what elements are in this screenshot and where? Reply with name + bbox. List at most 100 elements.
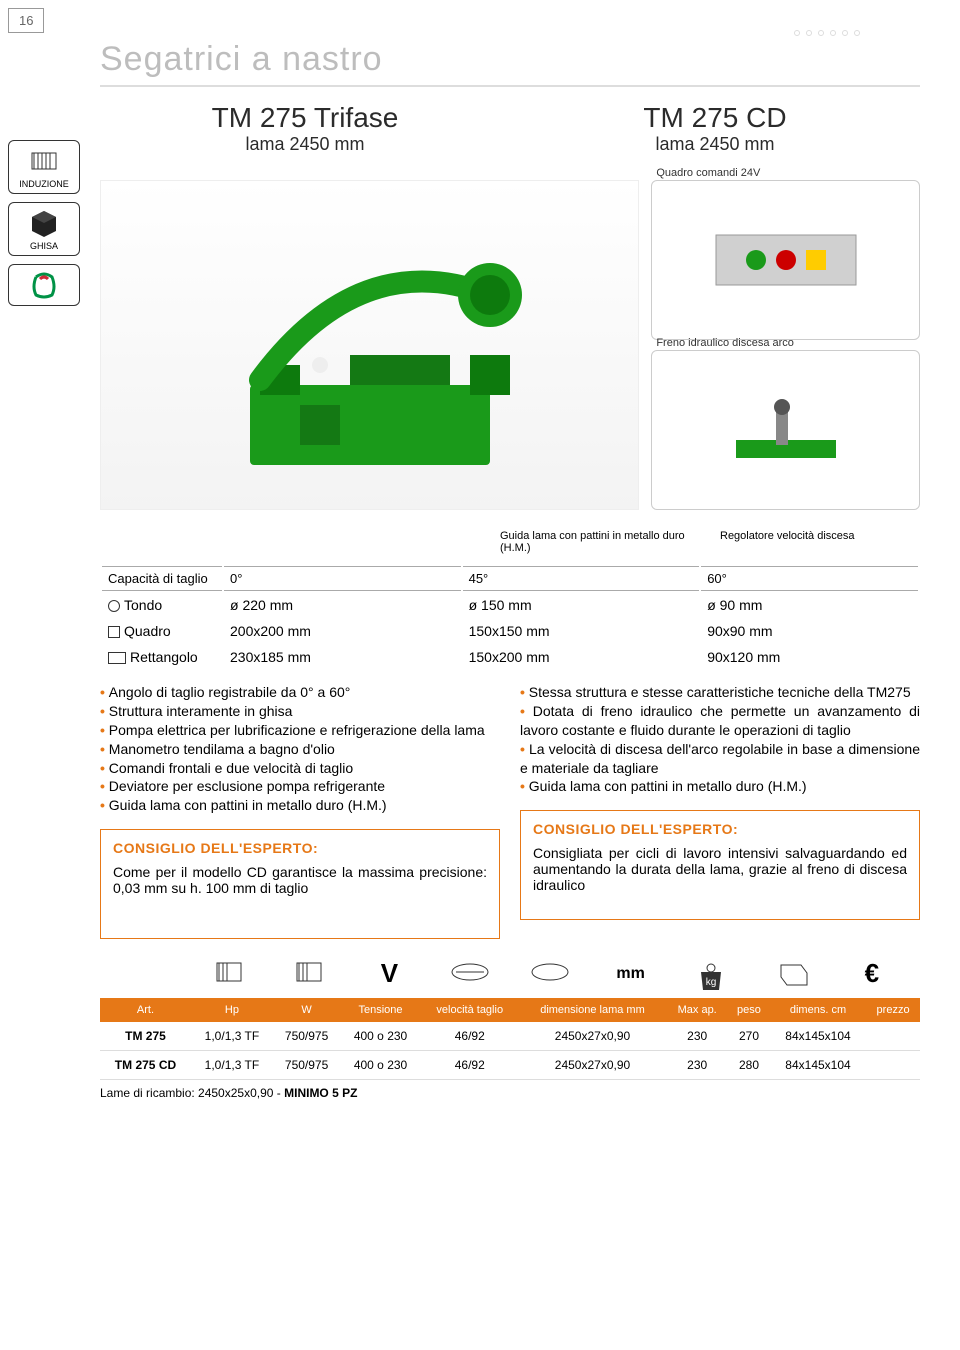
expert-text-left: Come per il modello CD garantisce la mas… bbox=[113, 864, 487, 896]
spec-th: dimens. cm bbox=[770, 998, 866, 1022]
page-number: 16 bbox=[8, 8, 44, 33]
cap-cell: ø 220 mm bbox=[224, 593, 461, 617]
euro-icon: € bbox=[832, 958, 912, 989]
bullet-item: Guida lama con pattini in metallo duro (… bbox=[520, 777, 920, 796]
spec-th: velocità taglio bbox=[421, 998, 519, 1022]
bullet-item: Guida lama con pattini in metallo duro (… bbox=[100, 796, 500, 815]
spec-td: 2450x27x0,90 bbox=[519, 1051, 667, 1080]
spec-td: 230 bbox=[666, 1051, 728, 1080]
small-captions-row: Guida lama con pattini in metallo duro (… bbox=[100, 530, 920, 554]
blade-icon bbox=[528, 955, 572, 989]
cap-cell: ø 150 mm bbox=[463, 593, 700, 617]
speed-icon bbox=[448, 955, 492, 989]
spec-td: 1,0/1,3 TF bbox=[191, 1051, 273, 1080]
bullet-item: Pompa elettrica per lubrificazione e ref… bbox=[100, 721, 500, 740]
badge-ghisa: GHISA bbox=[8, 202, 80, 256]
brake-caption: Freno idraulico discesa arco bbox=[656, 337, 794, 349]
bullet-item: Struttura interamente in ghisa bbox=[100, 702, 500, 721]
bandsaw-illustration bbox=[190, 205, 550, 485]
cap-cell: 150x150 mm bbox=[463, 619, 700, 643]
spec-th: W bbox=[273, 998, 340, 1022]
spec-th: peso bbox=[728, 998, 770, 1022]
cap-row-shape: Rettangolo bbox=[130, 649, 198, 665]
hydraulic-brake-icon bbox=[706, 395, 866, 465]
spec-td: 46/92 bbox=[421, 1051, 519, 1080]
bullet-item: La velocità di discesa dell'arco regolab… bbox=[520, 740, 920, 778]
spec-th: dimensione lama mm bbox=[519, 998, 667, 1022]
spec-td: 84x145x104 bbox=[770, 1022, 866, 1051]
expert-title-left: CONSIGLIO DELL'ESPERTO: bbox=[113, 840, 487, 856]
spec-th: Art. bbox=[100, 998, 191, 1022]
spec-td: 400 o 230 bbox=[340, 1051, 421, 1080]
panel-caption: Quadro comandi 24V bbox=[656, 167, 760, 179]
badge-flag bbox=[8, 264, 80, 306]
cap-row-shape: Quadro bbox=[124, 623, 171, 639]
expert-box-right: CONSIGLIO DELL'ESPERTO: Consigliata per … bbox=[520, 810, 920, 920]
product-photo-main bbox=[100, 180, 639, 510]
spec-table: Art. Hp W Tensione velocità taglio dimen… bbox=[100, 998, 920, 1080]
cap-cell: 230x185 mm bbox=[224, 645, 461, 669]
spec-icon-row: V mm kg € bbox=[100, 955, 920, 992]
spec-th: Tensione bbox=[340, 998, 421, 1022]
spec-td: 750/975 bbox=[273, 1051, 340, 1080]
cap-cell: 90x90 mm bbox=[701, 619, 918, 643]
bullet-item: Angolo di taglio registrabile da 0° a 60… bbox=[100, 683, 500, 702]
spec-th: Hp bbox=[191, 998, 273, 1022]
voltage-icon: V bbox=[349, 958, 429, 989]
cap-cell: ø 90 mm bbox=[701, 593, 918, 617]
note-bold: MINIMO 5 PZ bbox=[284, 1086, 357, 1100]
model-header-row: TM 275 Trifase lama 2450 mm TM 275 CD la… bbox=[100, 102, 920, 155]
spec-td: 46/92 bbox=[421, 1022, 519, 1051]
capacity-header-label: Capacità di taglio bbox=[102, 566, 222, 591]
motor-icon bbox=[287, 955, 331, 989]
model-left-blade: lama 2450 mm bbox=[100, 134, 510, 155]
cap-cell: 150x200 mm bbox=[463, 645, 700, 669]
cube-icon bbox=[26, 207, 62, 237]
mm-icon: mm bbox=[590, 965, 670, 983]
motor-icon bbox=[26, 145, 62, 175]
bullet-item: Deviatore per esclusione pompa refrigera… bbox=[100, 777, 500, 796]
model-right-blade: lama 2450 mm bbox=[510, 134, 920, 155]
product-photo-panel: Quadro comandi 24V bbox=[651, 180, 920, 340]
badge-induzione: INDUZIONE bbox=[8, 140, 80, 194]
expert-title-right: CONSIGLIO DELL'ESPERTO: bbox=[533, 821, 907, 837]
bullets-right: Stessa struttura e stesse caratteristich… bbox=[520, 683, 920, 796]
spec-td: TM 275 CD bbox=[100, 1051, 191, 1080]
control-panel-icon bbox=[706, 225, 866, 295]
spec-td: 1,0/1,3 TF bbox=[191, 1022, 273, 1051]
spec-td: 230 bbox=[666, 1022, 728, 1051]
capacity-header-0: 0° bbox=[224, 566, 461, 591]
motor-icon bbox=[207, 955, 251, 989]
spec-td: 280 bbox=[728, 1051, 770, 1080]
spec-td: 270 bbox=[728, 1022, 770, 1051]
spec-td: 750/975 bbox=[273, 1022, 340, 1051]
model-right-name: TM 275 CD bbox=[510, 102, 920, 134]
capacity-table: Capacità di taglio 0° 45° 60° Tondo ø 22… bbox=[100, 564, 920, 671]
spec-td bbox=[866, 1022, 920, 1051]
note-pre: Lame di ricambio: 2450x25x0,90 - bbox=[100, 1086, 284, 1100]
cap-cell: 90x120 mm bbox=[701, 645, 918, 669]
spec-td bbox=[866, 1051, 920, 1080]
cap-row-shape: Tondo bbox=[124, 597, 162, 613]
page-title: Segatrici a nastro bbox=[100, 40, 920, 87]
spec-td: 84x145x104 bbox=[770, 1051, 866, 1080]
bullet-item: Stessa struttura e stesse caratteristich… bbox=[520, 683, 920, 702]
spec-th: prezzo bbox=[866, 998, 920, 1022]
regulator-caption: Regolatore velocità discesa bbox=[720, 530, 920, 554]
cap-cell: 200x200 mm bbox=[224, 619, 461, 643]
footer-note: Lame di ricambio: 2450x25x0,90 - MINIMO … bbox=[100, 1086, 920, 1100]
bullets-left: Angolo di taglio registrabile da 0° a 60… bbox=[100, 683, 500, 815]
capacity-header-60: 60° bbox=[701, 566, 918, 591]
badge-ghisa-label: GHISA bbox=[13, 241, 75, 251]
spec-th: Max ap. bbox=[666, 998, 728, 1022]
expert-text-right: Consigliata per cicli di lavoro intensiv… bbox=[533, 845, 907, 893]
expert-box-left: CONSIGLIO DELL'ESPERTO: Come per il mode… bbox=[100, 829, 500, 939]
capacity-header-45: 45° bbox=[463, 566, 700, 591]
spec-td: TM 275 bbox=[100, 1022, 191, 1051]
box-icon bbox=[769, 955, 813, 989]
model-left-name: TM 275 Trifase bbox=[100, 102, 510, 134]
bullet-item: Manometro tendilama a bagno d'olio bbox=[100, 740, 500, 759]
left-badges: INDUZIONE GHISA bbox=[8, 140, 80, 306]
bullet-item: Dotata di freno idraulico che permette u… bbox=[520, 702, 920, 740]
bullet-item: Comandi frontali e due velocità di tagli… bbox=[100, 759, 500, 778]
